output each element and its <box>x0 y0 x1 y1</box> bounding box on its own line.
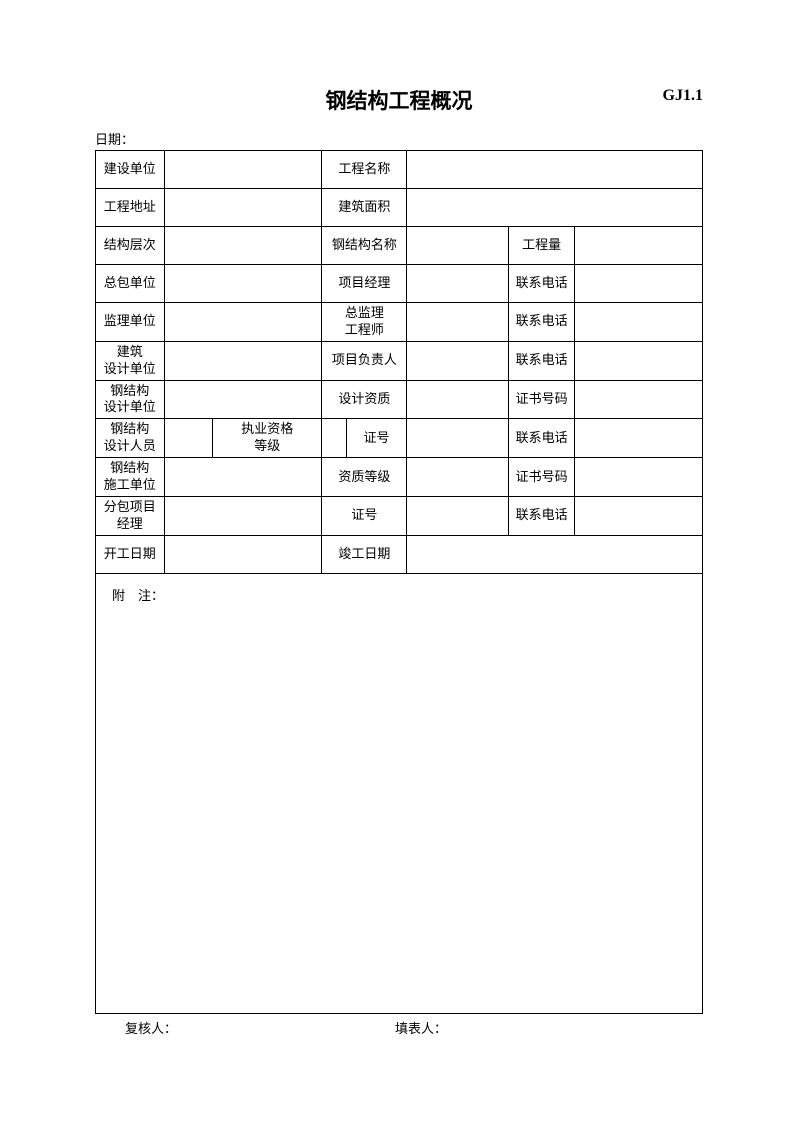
label-chief-supervisor: 总监理工程师 <box>322 303 407 342</box>
label-cert-number-1: 证书号码 <box>508 380 575 419</box>
value-sub-project-manager <box>164 496 322 535</box>
value-qualification-level <box>322 419 346 458</box>
label-steel-name: 钢结构名称 <box>322 227 407 265</box>
value-structure-level <box>164 227 322 265</box>
value-steel-design-unit <box>164 380 322 419</box>
notes-label: 附 注： <box>112 588 164 603</box>
value-project-leader <box>407 341 508 380</box>
date-label: 日期： <box>95 129 703 148</box>
label-qualification-grade: 资质等级 <box>322 458 407 497</box>
label-cert-id: 证号 <box>346 419 407 458</box>
label-building-area: 建筑面积 <box>322 189 407 227</box>
value-arch-design-unit <box>164 341 322 380</box>
label-construction-unit: 建设单位 <box>96 151 165 189</box>
value-contact-phone-5 <box>575 496 703 535</box>
value-start-date <box>164 535 322 573</box>
value-construction-unit <box>164 151 322 189</box>
value-cert-number-2 <box>575 458 703 497</box>
value-cert-id <box>407 419 508 458</box>
label-arch-design-unit: 建筑设计单位 <box>96 341 165 380</box>
value-contact-phone-2 <box>575 303 703 342</box>
label-project-manager: 项目经理 <box>322 265 407 303</box>
label-start-date: 开工日期 <box>96 535 165 573</box>
label-sub-project-manager: 分包项目经理 <box>96 496 165 535</box>
value-quantity <box>575 227 703 265</box>
label-quantity: 工程量 <box>508 227 575 265</box>
value-general-contractor <box>164 265 322 303</box>
footer: 复核人： 填表人： <box>95 1018 703 1037</box>
value-cert-number-1 <box>575 380 703 419</box>
label-steel-design-unit: 钢结构设计单位 <box>96 380 165 419</box>
label-supervision-unit: 监理单位 <box>96 303 165 342</box>
value-contact-phone-1 <box>575 265 703 303</box>
value-design-qualification <box>407 380 508 419</box>
label-end-date: 竣工日期 <box>322 535 407 573</box>
label-contact-phone-1: 联系电话 <box>508 265 575 303</box>
form-table: 建设单位 工程名称 工程地址 建筑面积 结构层次 钢结构名称 工程量 总包单位 … <box>95 150 703 1014</box>
label-contact-phone-3: 联系电话 <box>508 341 575 380</box>
value-project-manager <box>407 265 508 303</box>
label-design-qualification: 设计资质 <box>322 380 407 419</box>
value-contact-phone-4 <box>575 419 703 458</box>
value-chief-supervisor <box>407 303 508 342</box>
label-qualification-level: 执业资格等级 <box>213 419 322 458</box>
notes-area: 附 注： <box>96 573 703 1013</box>
value-steel-name <box>407 227 508 265</box>
value-steel-construction-unit <box>164 458 322 497</box>
value-cert-id-2 <box>407 496 508 535</box>
form-code: GJ1.1 <box>663 87 703 105</box>
label-structure-level: 结构层次 <box>96 227 165 265</box>
label-contact-phone-4: 联系电话 <box>508 419 575 458</box>
filler-label: 填表人： <box>395 1018 447 1037</box>
value-qualification-grade <box>407 458 508 497</box>
label-steel-construction-unit: 钢结构施工单位 <box>96 458 165 497</box>
value-end-date <box>407 535 703 573</box>
label-cert-id-2: 证号 <box>322 496 407 535</box>
label-steel-design-staff: 钢结构设计人员 <box>96 419 165 458</box>
value-project-address <box>164 189 322 227</box>
label-contact-phone-5: 联系电话 <box>508 496 575 535</box>
page-title: 钢结构工程概况 <box>95 85 703 115</box>
value-steel-design-staff <box>164 419 213 458</box>
label-project-address: 工程地址 <box>96 189 165 227</box>
value-project-name <box>407 151 703 189</box>
label-general-contractor: 总包单位 <box>96 265 165 303</box>
value-contact-phone-3 <box>575 341 703 380</box>
label-contact-phone-2: 联系电话 <box>508 303 575 342</box>
value-building-area <box>407 189 703 227</box>
label-cert-number-2: 证书号码 <box>508 458 575 497</box>
label-project-name: 工程名称 <box>322 151 407 189</box>
reviewer-label: 复核人： <box>125 1018 395 1037</box>
label-project-leader: 项目负责人 <box>322 341 407 380</box>
value-supervision-unit <box>164 303 322 342</box>
